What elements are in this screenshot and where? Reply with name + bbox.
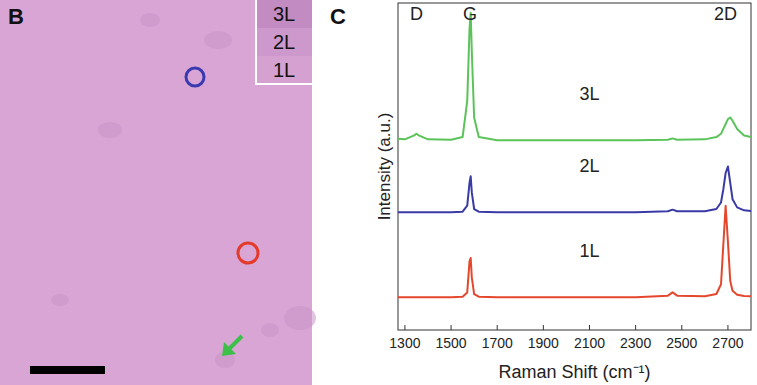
x-tick-label: 1500 [435,335,466,351]
marker-circle-blue [186,68,204,86]
marker-circle-red [238,243,258,263]
x-tick [451,325,452,330]
inset-border [256,0,312,84]
flake-spot [204,31,232,49]
x-tick-label: 2500 [666,335,697,351]
x-tick [635,325,636,330]
panel-letter: C [330,4,346,29]
x-tick-label: 1300 [389,335,420,351]
micrograph-background [0,0,312,385]
flake-spot [284,306,316,330]
peak-label: G [463,4,477,24]
inset-stripe [256,0,312,28]
inset-stripe [256,28,312,56]
spectrum-line [398,206,751,298]
peak-label: D [410,4,423,24]
inset-stripe [256,56,312,84]
flake-spot [261,323,279,337]
x-tick-label: 2100 [574,335,605,351]
spectrum-line [398,13,751,141]
inset-label: 3L [273,3,295,25]
x-tick [727,325,728,330]
x-tick-label: 2300 [620,335,651,351]
x-tick [497,325,498,330]
micrograph-panel: 3L 2L 1L B [0,0,316,385]
x-tick [681,325,682,330]
x-tick [589,325,590,330]
x-tick [404,325,405,330]
x-tick-label: 1900 [528,335,559,351]
arrow-head [222,342,236,356]
series-group [398,13,751,297]
x-tick-label: 2700 [712,335,743,351]
series-label: 3L [579,84,599,104]
x-axis-title: Raman Shift (cm⁻¹) [498,362,650,382]
scale-bar [30,366,105,374]
inset-label: 2L [273,31,295,53]
spectrum-line [398,167,751,213]
flake-spot [98,122,122,138]
inset-label: 1L [273,59,295,81]
x-tick-label: 1700 [482,335,513,351]
series-label: 1L [579,241,599,261]
plot-frame [398,3,751,330]
flake-spot [51,294,69,306]
x-tick [543,325,544,330]
panel-letter: B [8,4,24,29]
flake-spot [140,13,160,27]
y-axis-title: Intensity (a.u.) [375,113,394,221]
arrow-shaft [229,336,242,349]
peak-label: 2D [714,4,737,24]
series-label: 2L [579,156,599,176]
